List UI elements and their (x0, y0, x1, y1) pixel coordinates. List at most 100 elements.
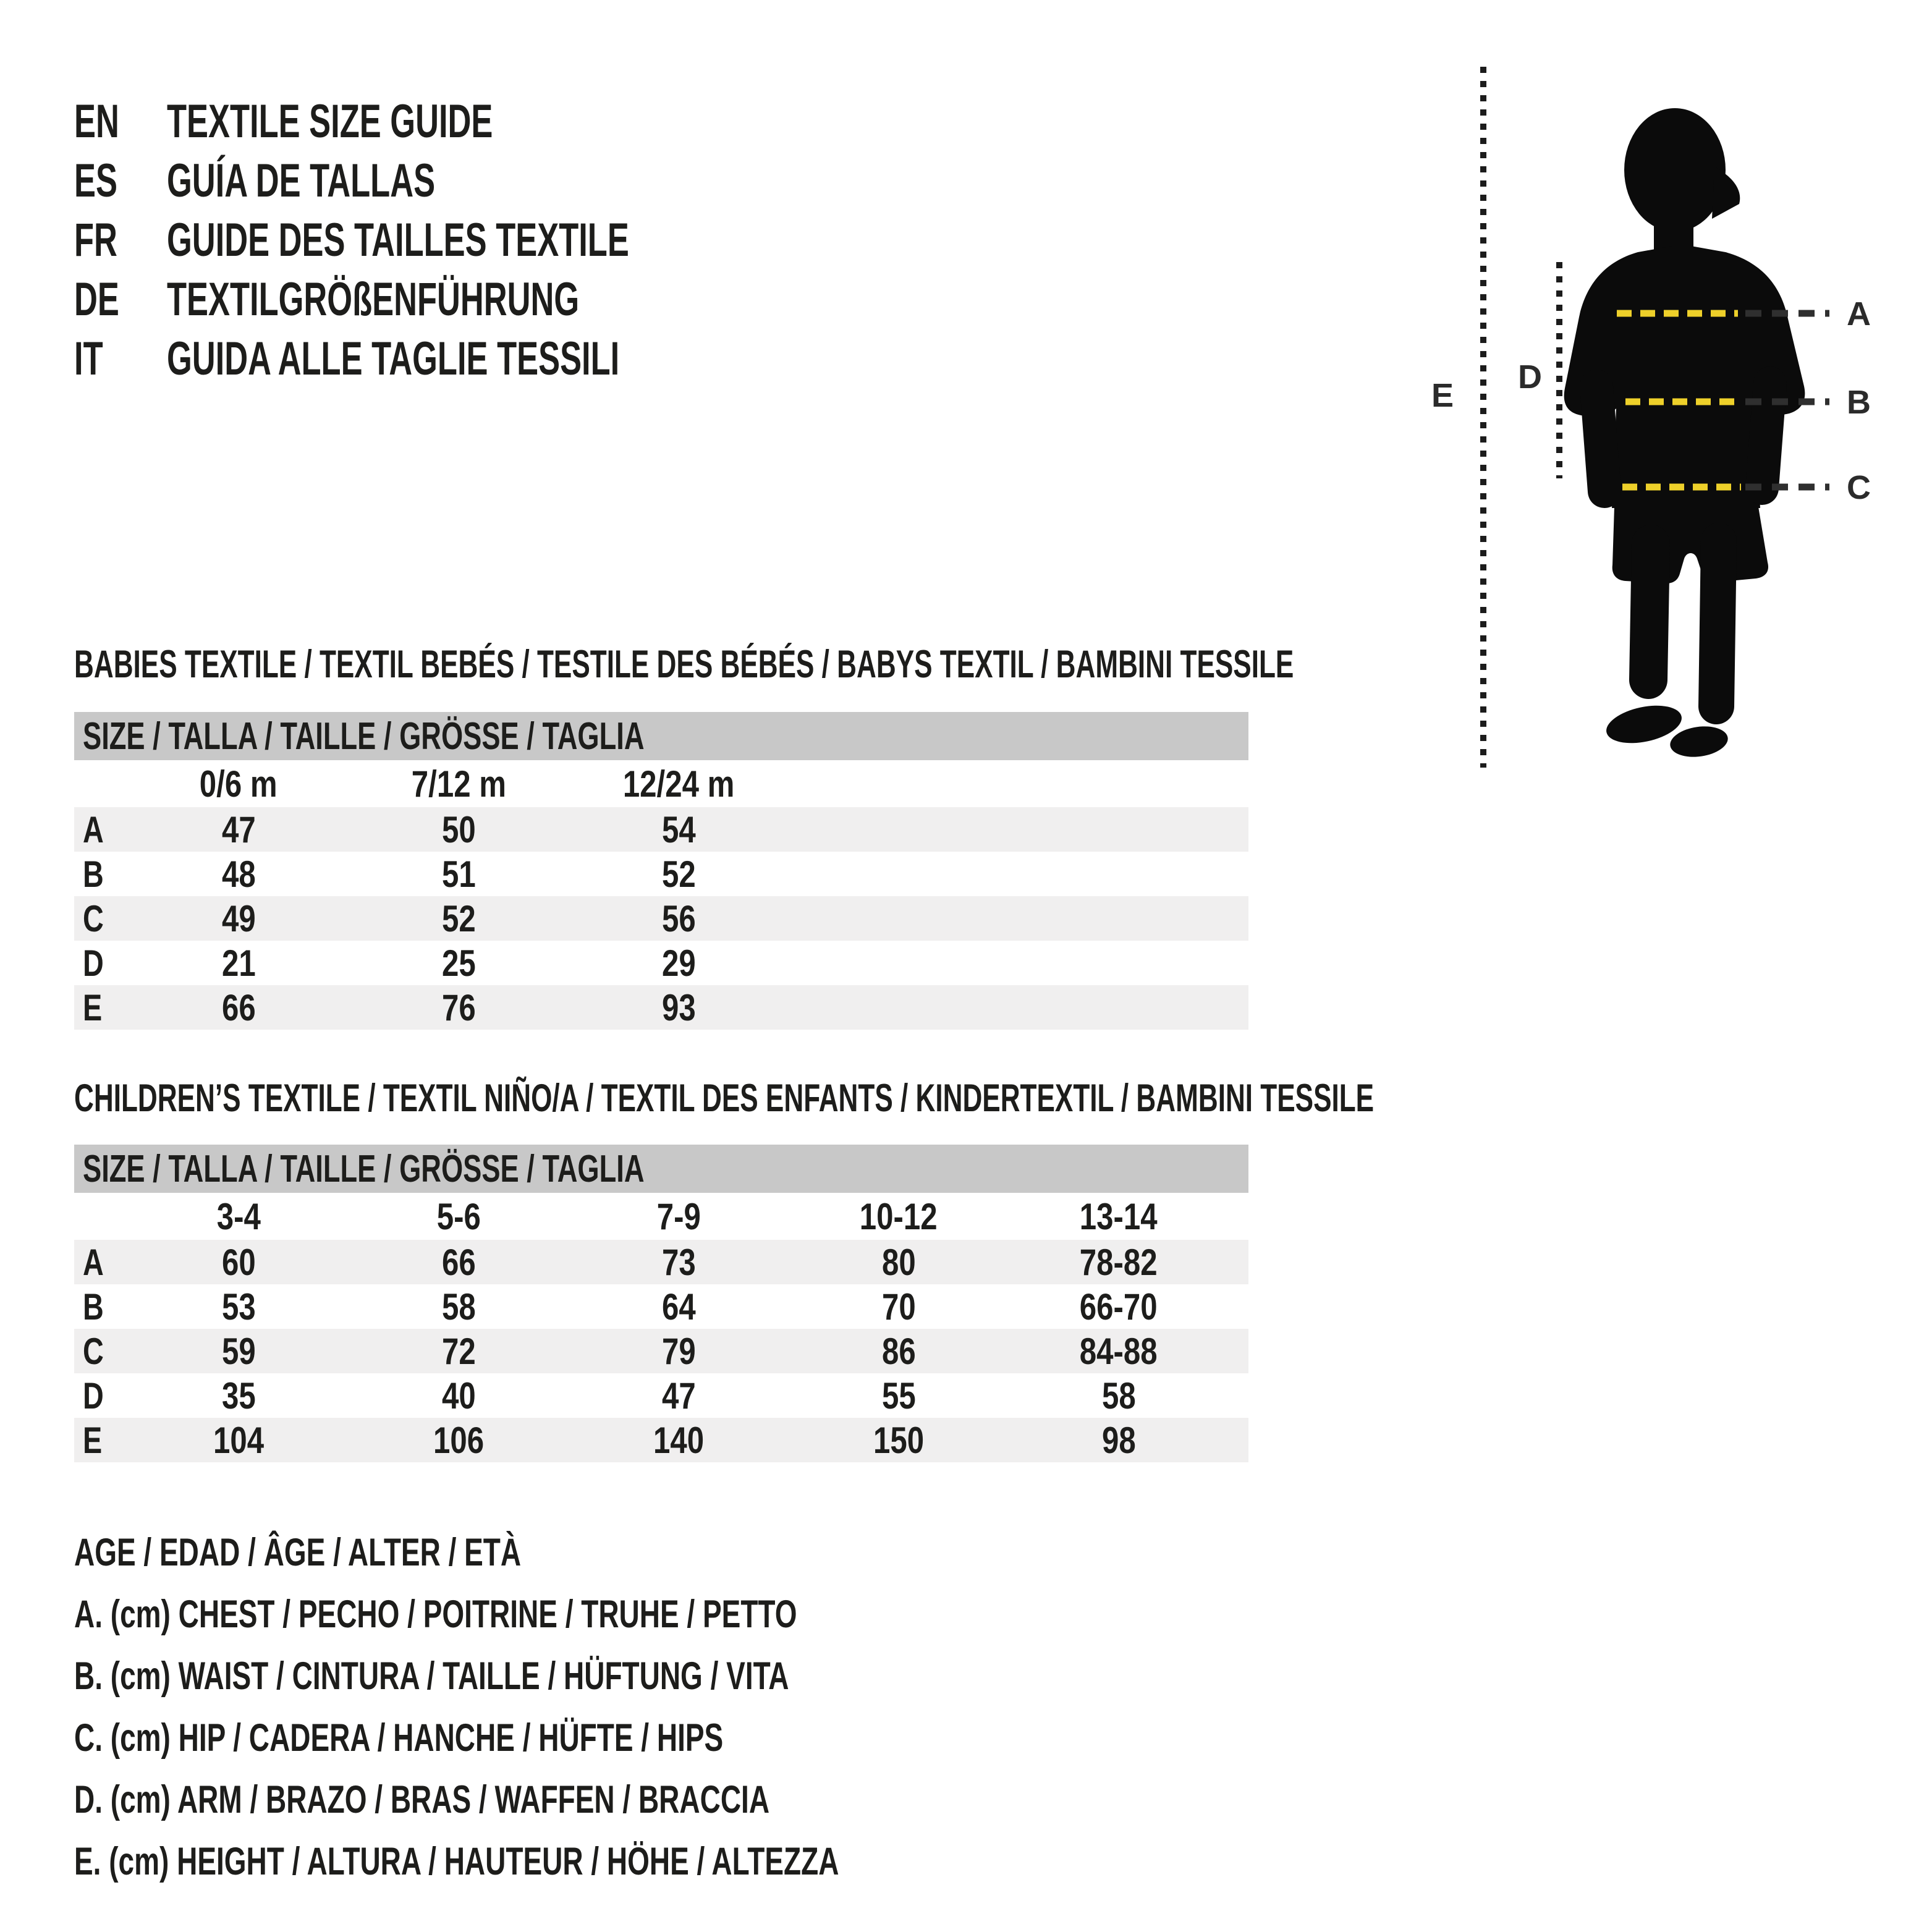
table-cell: 104 (213, 1419, 265, 1461)
babies-column-header: 12/24 m (622, 763, 735, 805)
table-cell: 47 (661, 1375, 696, 1417)
childrens-column-header-row: 3-4 5-6 7-9 10-12 13-14 (74, 1193, 1248, 1240)
childrens-column-header: 5-6 (436, 1195, 481, 1237)
table-row-b: B 53 58 64 70 66-70 (74, 1284, 1248, 1329)
table-row-a: A 60 66 73 80 78-82 (74, 1240, 1248, 1284)
figure-label-b: B (1847, 384, 1871, 421)
legend-line-chest: A. (cm) CHEST / PECHO / POITRINE / TRUHE… (74, 1593, 797, 1636)
lang-row-es: ES GUÍA DE TALLAS (74, 151, 837, 210)
row-label: D (83, 1375, 104, 1417)
table-cell: 98 (1101, 1419, 1136, 1461)
babies-column-header: 7/12 m (411, 763, 506, 805)
table-cell: 66 (221, 986, 256, 1028)
table-cell: 60 (221, 1241, 256, 1283)
table-cell: 70 (881, 1286, 916, 1328)
table-row-e: E 104 106 140 150 98 (74, 1418, 1248, 1462)
figure-label-c: C (1847, 469, 1871, 506)
table-cell: 56 (661, 897, 696, 939)
babies-column-header-row: 0/6 m 7/12 m 12/24 m (74, 760, 1248, 807)
table-cell: 25 (441, 942, 476, 984)
table-cell: 58 (441, 1286, 476, 1328)
table-cell: 72 (441, 1330, 476, 1372)
childrens-column-header: 3-4 (216, 1195, 261, 1237)
lang-code: EN (74, 95, 119, 148)
table-cell: 66-70 (1080, 1286, 1158, 1328)
lang-code: DE (74, 273, 119, 326)
table-cell: 49 (221, 897, 256, 939)
table-row-c: C 49 52 56 (74, 896, 1248, 941)
measurement-legend: AGE / EDAD / ÂGE / ALTER / ETÀ A. (cm) C… (74, 1522, 1122, 1892)
lang-code: IT (74, 332, 103, 385)
row-label: C (83, 897, 104, 939)
table-cell: 93 (661, 986, 696, 1028)
table-cell: 50 (441, 808, 476, 850)
table-cell: 79 (661, 1330, 696, 1372)
table-cell: 140 (653, 1419, 705, 1461)
legend-line-arm: D. (cm) ARM / BRAZO / BRAS / WAFFEN / BR… (74, 1778, 770, 1821)
figure-label-e: E (1431, 377, 1454, 414)
table-cell: 51 (441, 853, 476, 895)
legend-line-age: AGE / EDAD / ÂGE / ALTER / ETÀ (74, 1531, 522, 1574)
guide-title: GUÍA DE TALLAS (167, 154, 436, 207)
size-measurement-figure: E D A B (1421, 49, 1932, 822)
table-cell: 73 (661, 1241, 696, 1283)
table-row-d: D 21 25 29 (74, 941, 1248, 985)
table-cell: 78-82 (1080, 1241, 1158, 1283)
table-cell: 40 (441, 1375, 476, 1417)
lang-row-fr: FR GUIDE DES TAILLES TEXTILE (74, 210, 837, 269)
row-label: A (83, 1241, 104, 1283)
table-cell: 52 (661, 853, 696, 895)
size-header-text: SIZE / TALLA / TAILLE / GRÖSSE / TAGLIA (83, 1147, 645, 1190)
table-row-a: A 47 50 54 (74, 807, 1248, 852)
legend-line-hip: C. (cm) HIP / CADERA / HANCHE / HÜFTE / … (74, 1716, 724, 1760)
lang-code: ES (74, 154, 117, 207)
row-label: E (83, 1419, 103, 1461)
child-silhouette-diagram: E D A B (1431, 67, 1871, 768)
table-cell: 76 (441, 986, 476, 1028)
row-label: C (83, 1330, 104, 1372)
legend-line-height: E. (cm) HEIGHT / ALTURA / HAUTEUR / HÖHE… (74, 1840, 839, 1883)
babies-column-header: 0/6 m (200, 763, 278, 805)
table-cell: 54 (661, 808, 696, 850)
table-row-b: B 48 51 52 (74, 852, 1248, 896)
table-row-d: D 35 40 47 55 58 (74, 1373, 1248, 1418)
table-cell: 64 (661, 1286, 696, 1328)
language-guide-header: EN TEXTILE SIZE GUIDE ES GUÍA DE TALLAS … (74, 91, 837, 388)
table-cell: 55 (881, 1375, 916, 1417)
row-label: D (83, 942, 104, 984)
table-cell: 48 (221, 853, 256, 895)
childrens-column-header: 13-14 (1080, 1195, 1158, 1237)
table-row-e: E 66 76 93 (74, 985, 1248, 1030)
table-cell: 150 (873, 1419, 925, 1461)
table-cell: 84-88 (1080, 1330, 1158, 1372)
guide-title: TEXTILE SIZE GUIDE (167, 95, 493, 148)
figure-label-a: A (1847, 295, 1871, 333)
lang-code: FR (74, 213, 117, 266)
babies-size-header-band: SIZE / TALLA / TAILLE / GRÖSSE / TAGLIA (74, 712, 1248, 760)
row-label: B (83, 1286, 104, 1328)
lang-row-de: DE TEXTILGRÖßENFÜHRUNG (74, 269, 837, 329)
legend-line-waist: B. (cm) WAIST / CINTURA / TAILLE / HÜFTU… (74, 1654, 789, 1698)
table-cell: 47 (221, 808, 256, 850)
row-label: B (83, 853, 104, 895)
lang-row-it: IT GUIDA ALLE TAGLIE TESSILI (74, 329, 837, 388)
lang-row-en: EN TEXTILE SIZE GUIDE (74, 91, 837, 151)
childrens-size-table: SIZE / TALLA / TAILLE / GRÖSSE / TAGLIA … (74, 1145, 1248, 1462)
table-cell: 21 (221, 942, 256, 984)
figure-label-d: D (1518, 358, 1542, 396)
table-cell: 86 (881, 1330, 916, 1372)
table-cell: 59 (221, 1330, 256, 1372)
table-cell: 106 (433, 1419, 485, 1461)
babies-section-title: BABIES TEXTILE / TEXTIL BEBÉS / TESTILE … (74, 643, 1294, 686)
childrens-column-header: 7-9 (656, 1195, 701, 1237)
table-cell: 35 (221, 1375, 256, 1417)
table-cell: 29 (661, 942, 696, 984)
row-label: A (83, 808, 104, 850)
table-cell: 53 (221, 1286, 256, 1328)
size-header-text: SIZE / TALLA / TAILLE / GRÖSSE / TAGLIA (83, 714, 645, 758)
child-silhouette (1564, 108, 1805, 757)
childrens-size-header-band: SIZE / TALLA / TAILLE / GRÖSSE / TAGLIA (74, 1145, 1248, 1193)
table-cell: 66 (441, 1241, 476, 1283)
table-cell: 58 (1101, 1375, 1136, 1417)
